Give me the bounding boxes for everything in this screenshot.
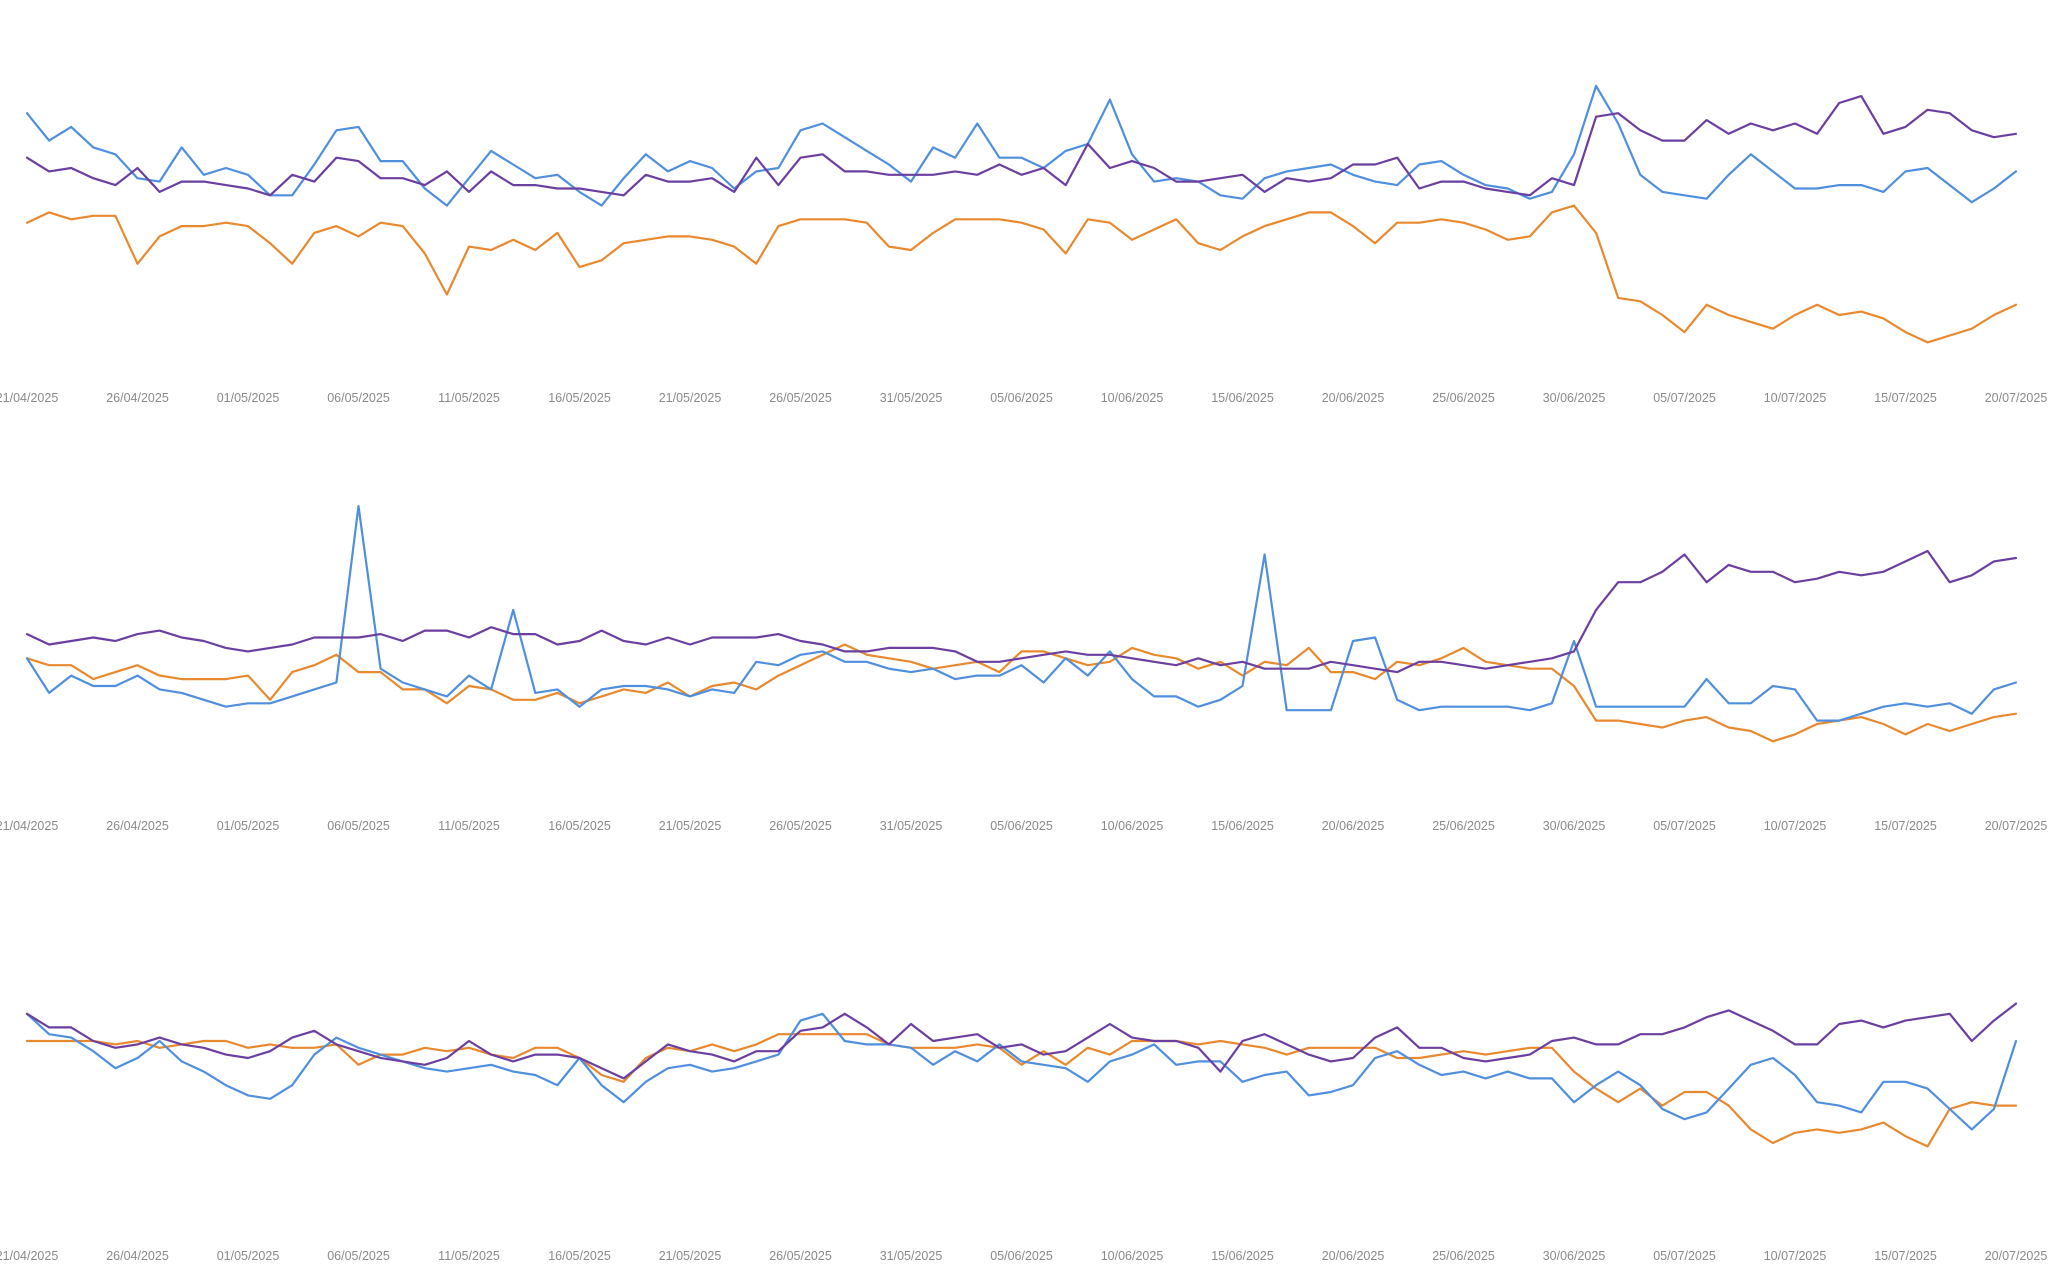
chart1-x-tick-label: 26/05/2025 <box>769 391 832 405</box>
chart1-x-tick-label: 10/07/2025 <box>1764 391 1827 405</box>
chart2-x-tick-label: 10/07/2025 <box>1764 819 1827 833</box>
chart3-x-tick-label: 15/07/2025 <box>1874 1249 1937 1263</box>
chart1-x-tick-label: 06/05/2025 <box>327 391 390 405</box>
chart2-x-tick-label: 05/07/2025 <box>1653 819 1716 833</box>
chart2-x-tick-label: 20/07/2025 <box>1985 819 2048 833</box>
chart3-x-tick-label: 16/05/2025 <box>548 1249 611 1263</box>
chart3-x-tick-label: 11/05/2025 <box>438 1249 500 1263</box>
chart1-x-tick-label: 21/05/2025 <box>659 391 722 405</box>
chart1-x-tick-label: 31/05/2025 <box>880 391 943 405</box>
chart2-x-tick-label: 25/06/2025 <box>1432 819 1495 833</box>
chart3-x-tick-label: 25/06/2025 <box>1432 1249 1495 1263</box>
chart1-x-tick-label: 11/05/2025 <box>438 391 500 405</box>
chart1-series-orange-line <box>25 204 2018 344</box>
chart1-x-tick-label: 26/04/2025 <box>106 391 169 405</box>
chart2-series-purple-line <box>25 549 2018 674</box>
chart1-x-tick-label: 15/07/2025 <box>1874 391 1937 405</box>
chart2-series-blue-line <box>25 505 2018 722</box>
chart1-x-tick-label: 25/06/2025 <box>1432 391 1495 405</box>
chart2-x-tick-label: 10/06/2025 <box>1101 819 1164 833</box>
chart3-x-tick-label: 05/06/2025 <box>990 1249 1053 1263</box>
chart1-series-purple-line <box>25 94 2018 197</box>
chart1-x-tick-label: 15/06/2025 <box>1211 391 1274 405</box>
chart3-x-tick-label: 26/04/2025 <box>106 1249 169 1263</box>
chart3-x-tick-label: 15/06/2025 <box>1211 1249 1274 1263</box>
chart1-x-tick-label: 10/06/2025 <box>1101 391 1164 405</box>
chart3-x-tick-label: 21/04/2025 <box>0 1249 58 1263</box>
chart1-x-tick-label: 21/04/2025 <box>0 391 58 405</box>
chart1-x-tick-label: 30/06/2025 <box>1543 391 1606 405</box>
chart2-series-orange-line <box>25 643 2018 743</box>
chart1-x-tick-label: 20/06/2025 <box>1322 391 1385 405</box>
chart3-x-tick-label: 31/05/2025 <box>880 1249 943 1263</box>
chart2-x-tick-label: 30/06/2025 <box>1543 819 1606 833</box>
chart3-x-tick-label: 20/07/2025 <box>1985 1249 2048 1263</box>
chart-panel-2: 21/04/2025 26/04/2025 01/05/2025 06/05/2025… <box>0 505 2048 833</box>
chart2-x-tick-label: 21/05/2025 <box>659 819 722 833</box>
chart2-x-tick-label: 01/05/2025 <box>217 819 280 833</box>
chart2-x-tick-label: 26/04/2025 <box>106 819 169 833</box>
chart1-x-tick-label: 01/05/2025 <box>217 391 280 405</box>
chart3-x-tick-label: 21/05/2025 <box>659 1249 722 1263</box>
chart3-x-tick-label: 01/05/2025 <box>217 1249 280 1263</box>
chart1-x-tick-label: 05/06/2025 <box>990 391 1053 405</box>
chart1-x-tick-label: 20/07/2025 <box>1985 391 2048 405</box>
chart3-x-tick-label: 26/05/2025 <box>769 1249 832 1263</box>
chart-panel-3: 21/04/2025 26/04/2025 01/05/2025 06/05/2025… <box>0 1002 2048 1263</box>
chart3-x-tick-label: 30/06/2025 <box>1543 1249 1606 1263</box>
chart1-x-tick-label: 05/07/2025 <box>1653 391 1716 405</box>
chart2-x-tick-label: 21/04/2025 <box>0 819 58 833</box>
chart2-x-tick-label: 16/05/2025 <box>548 819 611 833</box>
chart3-x-tick-label: 10/07/2025 <box>1764 1249 1827 1263</box>
chart1-x-tick-label: 16/05/2025 <box>548 391 611 405</box>
chart3-x-tick-label: 06/05/2025 <box>327 1249 390 1263</box>
chart2-x-tick-label: 31/05/2025 <box>880 819 943 833</box>
chart-panel-1: 21/04/2025 26/04/2025 01/05/2025 06/05/2025… <box>0 84 2048 405</box>
chart2-x-tick-label: 06/05/2025 <box>327 819 390 833</box>
chart2-x-tick-label: 20/06/2025 <box>1322 819 1385 833</box>
chart3-x-tick-label: 05/07/2025 <box>1653 1249 1716 1263</box>
chart3-x-tick-label: 10/06/2025 <box>1101 1249 1164 1263</box>
chart2-x-tick-label: 11/05/2025 <box>438 819 500 833</box>
chart2-x-tick-label: 15/06/2025 <box>1211 819 1274 833</box>
chart3-series-orange-line <box>25 1033 2018 1148</box>
chart1-series-blue-line <box>25 84 2018 207</box>
chart2-x-tick-label: 05/06/2025 <box>990 819 1053 833</box>
chart3-series-purple-line <box>25 1002 2018 1080</box>
chart3-series-blue-line <box>25 1012 2018 1131</box>
chart2-x-tick-label: 26/05/2025 <box>769 819 832 833</box>
chart3-x-tick-label: 20/06/2025 <box>1322 1249 1385 1263</box>
chart2-x-tick-label: 15/07/2025 <box>1874 819 1937 833</box>
